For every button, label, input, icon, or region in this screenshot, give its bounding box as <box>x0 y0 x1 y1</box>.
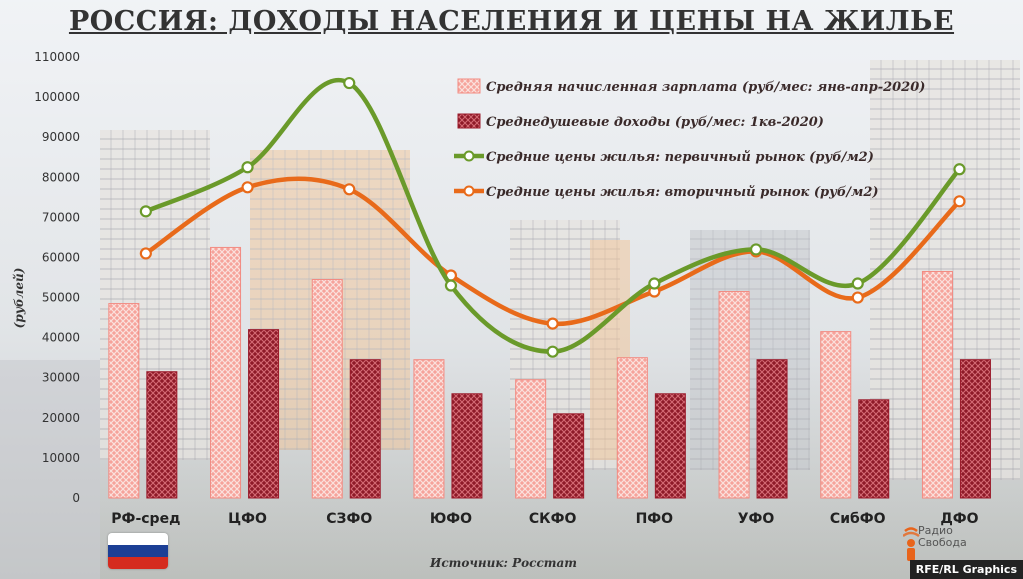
bar-salary <box>210 246 242 499</box>
bars-group <box>108 246 991 499</box>
x-axis: РФ-сред ЦФО СЗФО ЮФО СКФО ПФО УФО СибФО ДФО <box>111 511 978 527</box>
line-primary-market-point <box>241 161 254 174</box>
line-secondary-market-point <box>953 195 966 208</box>
x-category-label: ДФО <box>940 511 978 527</box>
bar-income <box>553 413 585 499</box>
line-primary-market-point <box>953 163 966 176</box>
y-tick-label: 80000 <box>42 170 80 184</box>
y-tick-label: 50000 <box>42 291 80 305</box>
y-tick-label: 10000 <box>42 451 80 465</box>
y-tick-label: 100000 <box>34 90 80 104</box>
bar-income <box>654 393 686 499</box>
logo-text-line: Свобода <box>918 536 967 549</box>
line-secondary-market-point <box>851 291 864 304</box>
legend-swatch <box>457 113 481 129</box>
y-tick-label: 30000 <box>42 371 80 385</box>
y-tick-label: 90000 <box>42 130 80 144</box>
x-category-label: РФ-сред <box>111 511 180 527</box>
x-category-label: СКФО <box>529 511 577 527</box>
legend-entry: Средняя начисленная зарплата (руб/мес: я… <box>486 80 925 95</box>
line-primary-market-point <box>444 279 458 292</box>
x-category-label: СибФО <box>830 511 886 527</box>
x-category-label: ЮФО <box>430 511 472 527</box>
legend-swatch <box>457 78 481 94</box>
bar-salary <box>616 357 648 499</box>
legend-entry: Среднедушевые доходы (руб/мес: 1кв-2020) <box>486 115 824 130</box>
line-primary-market-point <box>343 76 356 90</box>
background-ground <box>0 360 100 579</box>
source-note: Источник: Росстат <box>430 556 577 570</box>
legend-swatch-marker <box>463 185 475 197</box>
line-primary-market <box>143 78 962 354</box>
x-category-label: ПФО <box>636 511 674 527</box>
y-tick-label: 60000 <box>42 250 80 264</box>
line-primary-market-point <box>546 345 559 358</box>
line-secondary-market-point <box>546 317 559 330</box>
bar-salary <box>718 291 750 499</box>
legend: Средняя начисленная зарплата (руб/мес: я… <box>454 78 925 200</box>
y-tick-label: 40000 <box>42 331 80 345</box>
line-secondary-market <box>143 176 962 326</box>
bar-income <box>756 359 788 499</box>
x-category-label: ЦФО <box>228 511 267 527</box>
y-tick-label: 0 <box>72 491 80 505</box>
bar-salary <box>108 303 140 499</box>
bar-salary <box>820 331 852 499</box>
logo-text-line: Радио <box>918 524 953 537</box>
credit-badge: RFE/RL Graphics <box>909 560 1023 579</box>
line-secondary-market-point <box>343 183 356 196</box>
line-secondary-market-point <box>241 181 254 194</box>
y-tick-label: 20000 <box>42 411 80 425</box>
legend-entry: Средние цены жилья: первичный рынок (руб… <box>486 150 874 165</box>
bar-salary <box>311 279 343 499</box>
bar-salary <box>413 359 445 499</box>
background-building <box>100 130 210 460</box>
y-tick-label: 70000 <box>42 210 80 224</box>
background-building <box>690 230 810 470</box>
bar-salary <box>515 379 547 499</box>
lines-group <box>139 76 966 358</box>
x-category-label: СЗФО <box>326 511 372 527</box>
legend-swatch-marker <box>463 150 475 162</box>
legend-entry: Средние цены жилья: вторичный рынок (руб… <box>486 185 879 200</box>
line-secondary-market-point <box>139 247 152 260</box>
bar-income <box>451 393 483 499</box>
y-axis: 0 10000 20000 30000 40000 50000 60000 70000 8000… <box>34 50 80 505</box>
bar-income <box>248 329 280 499</box>
line-primary-market-point <box>648 277 661 290</box>
bar-income <box>146 371 178 499</box>
bar-income <box>349 359 381 499</box>
line-primary-market-point <box>139 205 152 218</box>
y-tick-label: 110000 <box>34 50 80 64</box>
bar-income <box>959 359 991 499</box>
logo-text: Радио Свобода <box>918 525 967 549</box>
page-title: РОССИЯ: ДОХОДЫ НАСЕЛЕНИЯ И ЦЕНЫ НА ЖИЛЬЕ <box>68 6 955 37</box>
line-primary-market-point <box>851 277 864 290</box>
russia-flag-icon <box>108 533 168 569</box>
line-primary-market-point <box>749 243 763 256</box>
bar-income <box>858 399 890 499</box>
y-axis-label: (рублей) <box>12 268 26 329</box>
bar-salary <box>921 270 953 499</box>
x-category-label: УФО <box>738 511 775 527</box>
radio-svoboda-logo-icon <box>903 527 920 561</box>
